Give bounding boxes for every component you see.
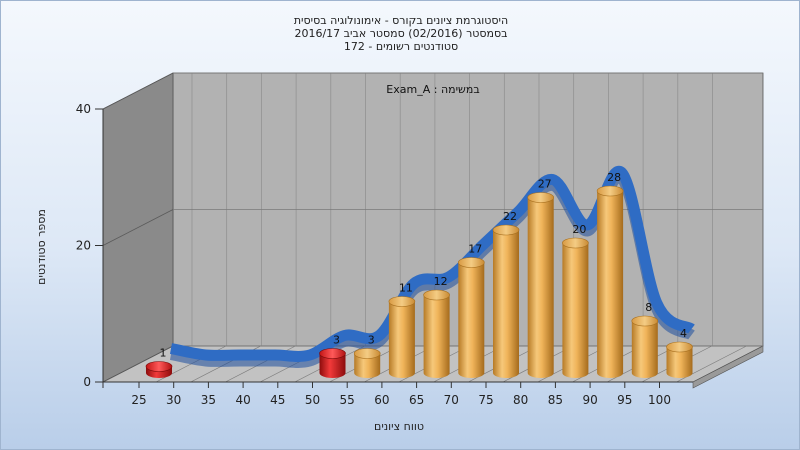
bar: 4 xyxy=(666,327,693,378)
bar-body xyxy=(631,321,658,378)
bar-body xyxy=(493,230,519,378)
bar: 12 xyxy=(423,275,450,378)
x-tick-label: 55 xyxy=(340,393,355,407)
bar: 3 xyxy=(353,334,381,378)
x-tick-label: 70 xyxy=(444,393,459,407)
grid-line-sidewall xyxy=(102,209,174,246)
x-tick-label: 25 xyxy=(131,393,146,407)
bar: 22 xyxy=(492,210,520,378)
bar: 11 xyxy=(388,282,416,378)
bar-body xyxy=(527,197,554,378)
bar-body xyxy=(423,295,450,378)
bar-value-label: 12 xyxy=(434,275,448,288)
x-tick-label: 60 xyxy=(374,393,389,407)
chart-subtitle-students: סטודנטים רשומים - 172 xyxy=(343,40,459,53)
bar-body xyxy=(319,353,346,378)
bar-top xyxy=(457,257,485,268)
chart-subtitle-semester: בסמסטר (02/2016) סמסטר אביב 2016/17 xyxy=(294,27,508,40)
chart-annotation: Exam_A : במשימה xyxy=(386,83,479,96)
bar-body xyxy=(666,347,693,378)
x-tick-label: 75 xyxy=(478,393,493,407)
x-tick-label: 65 xyxy=(409,393,424,407)
bar-top xyxy=(423,289,450,301)
bar-top xyxy=(492,224,520,236)
x-tick-label: 85 xyxy=(548,393,563,407)
bar: 17 xyxy=(457,243,485,378)
bar: 1 xyxy=(145,347,173,378)
bar: 3 xyxy=(319,334,346,378)
x-tick-label: 95 xyxy=(617,393,632,407)
bar: 20 xyxy=(562,223,589,378)
bar-value-label: 3 xyxy=(368,334,375,347)
bar-top xyxy=(631,315,659,327)
chart-title: היסטוגרמת ציונים בקורס - אימונולוגיה בסי… xyxy=(293,14,509,27)
distribution-ribbon xyxy=(169,165,695,362)
bar: 8 xyxy=(631,301,659,378)
y-tick-label: 20 xyxy=(76,239,91,253)
bar-body xyxy=(597,191,624,378)
grid-line-sidewall xyxy=(102,345,174,383)
bar-top xyxy=(319,348,346,359)
chart-floor-edge xyxy=(692,345,764,389)
bar-top xyxy=(527,192,555,203)
bar: 27 xyxy=(527,178,555,378)
bar-body xyxy=(388,301,415,378)
x-tick-label: 40 xyxy=(235,393,250,407)
bar-value-label: 20 xyxy=(572,223,586,236)
bar-top xyxy=(145,361,173,372)
bar-value-label: 17 xyxy=(468,243,482,256)
x-axis-label: טווח ציונים xyxy=(374,420,424,433)
x-tick-label: 50 xyxy=(305,393,320,407)
x-tick-label: 45 xyxy=(270,393,285,407)
bar-value-label: 11 xyxy=(399,282,413,295)
y-tick-label: 40 xyxy=(76,102,91,116)
y-tick-label: 0 xyxy=(83,375,91,389)
x-tick-label: 100 xyxy=(648,393,671,407)
bar-body xyxy=(354,353,381,378)
bar: 28 xyxy=(596,171,624,378)
bar-top xyxy=(388,296,416,307)
x-tick-label: 80 xyxy=(513,393,528,407)
bar-body xyxy=(458,262,485,378)
bar-top xyxy=(596,185,624,197)
bar-value-label: 8 xyxy=(645,301,652,314)
bar-value-label: 22 xyxy=(503,210,517,223)
bar-value-label: 27 xyxy=(538,178,552,191)
x-tick-label: 90 xyxy=(582,393,597,407)
x-tick-label: 35 xyxy=(201,393,216,407)
bar-top xyxy=(562,237,589,249)
grid-line-sidewall xyxy=(102,72,174,110)
bar-top xyxy=(353,348,381,359)
x-tick-label: 30 xyxy=(166,393,181,407)
bar-body xyxy=(562,243,589,378)
y-axis-label: מספר סטודנטים xyxy=(35,209,48,285)
bar-top xyxy=(666,341,693,353)
bar-value-label: 3 xyxy=(333,334,340,347)
bar-value-label: 4 xyxy=(680,327,687,340)
bar-value-label: 28 xyxy=(607,171,621,184)
bar-value-label: 1 xyxy=(160,347,167,360)
